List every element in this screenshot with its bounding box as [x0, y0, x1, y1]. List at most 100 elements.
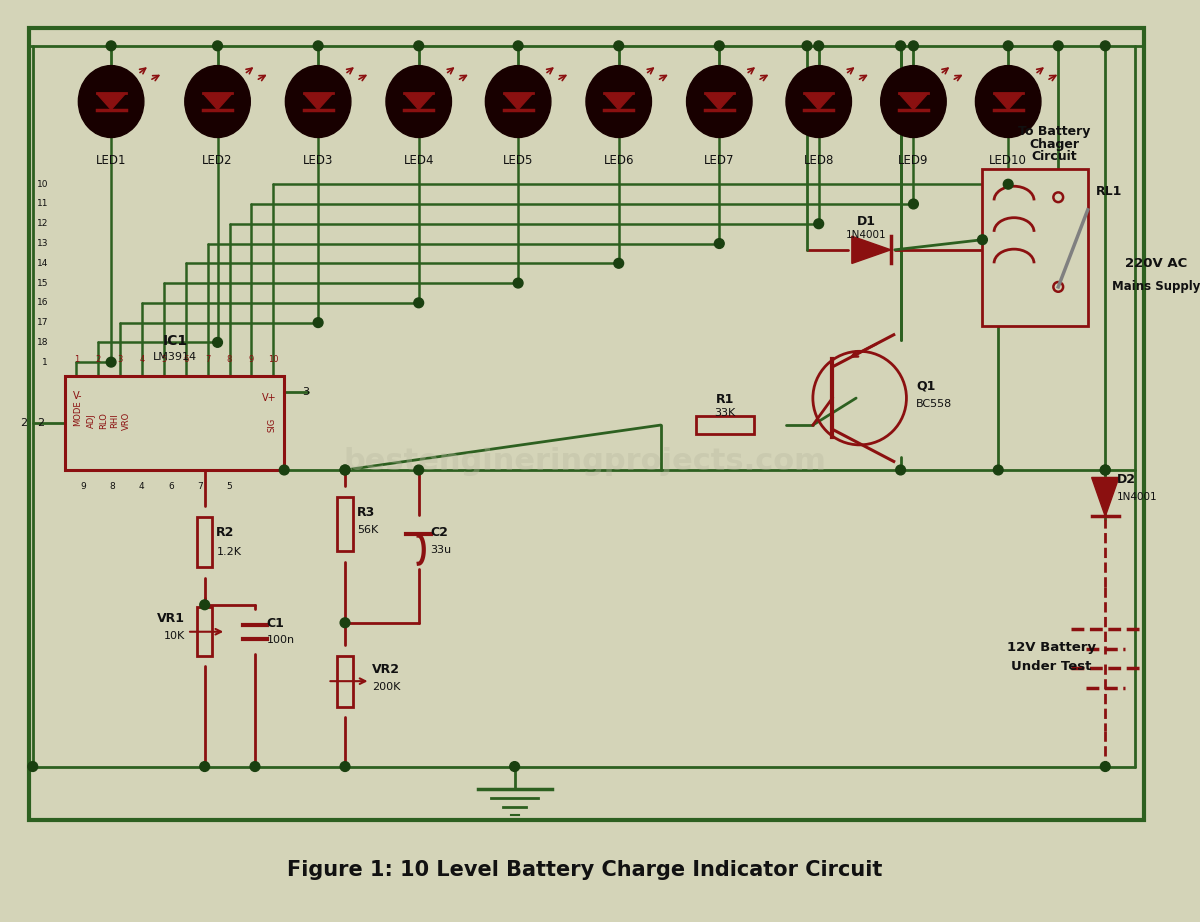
Text: 33u: 33u	[431, 545, 451, 555]
Circle shape	[250, 762, 260, 772]
Text: 3: 3	[118, 355, 122, 364]
Polygon shape	[203, 93, 232, 110]
Circle shape	[107, 41, 116, 51]
Ellipse shape	[485, 65, 551, 137]
Ellipse shape	[881, 65, 947, 137]
Text: 7: 7	[197, 481, 203, 491]
Bar	[197, 516, 212, 567]
Text: 33K: 33K	[714, 408, 736, 419]
Text: 6: 6	[184, 355, 188, 364]
Text: 200K: 200K	[372, 682, 401, 692]
Text: LED9: LED9	[899, 154, 929, 167]
Text: 10: 10	[268, 355, 278, 364]
Circle shape	[414, 298, 424, 308]
Text: 6: 6	[168, 481, 174, 491]
Bar	[197, 608, 212, 656]
Text: LED7: LED7	[704, 154, 734, 167]
Polygon shape	[704, 93, 733, 110]
Polygon shape	[304, 93, 332, 110]
Text: 8: 8	[227, 355, 233, 364]
Text: LED5: LED5	[503, 154, 533, 167]
Text: R3: R3	[356, 505, 374, 519]
Text: VR1: VR1	[157, 611, 185, 624]
Circle shape	[280, 465, 289, 475]
Circle shape	[1054, 41, 1063, 51]
Text: Chager: Chager	[1030, 138, 1080, 151]
Text: To Battery: To Battery	[1019, 124, 1091, 137]
Text: R2: R2	[216, 526, 235, 538]
Bar	[337, 656, 353, 706]
Circle shape	[510, 762, 520, 772]
Circle shape	[895, 465, 906, 475]
Polygon shape	[404, 93, 433, 110]
Polygon shape	[994, 93, 1022, 110]
Circle shape	[200, 762, 210, 772]
Text: 1N4001: 1N4001	[1117, 492, 1158, 502]
Text: bestengineringprojects.com: bestengineringprojects.com	[343, 446, 827, 476]
Circle shape	[514, 41, 523, 51]
Text: ADJ: ADJ	[86, 413, 96, 428]
Polygon shape	[97, 93, 126, 110]
Text: 4: 4	[139, 355, 145, 364]
Circle shape	[908, 41, 918, 51]
Text: 9: 9	[80, 481, 86, 491]
Ellipse shape	[78, 65, 144, 137]
Circle shape	[340, 618, 350, 628]
Text: LED1: LED1	[96, 154, 126, 167]
Ellipse shape	[386, 65, 451, 137]
Text: 9: 9	[248, 355, 254, 364]
Text: 15: 15	[36, 278, 48, 288]
Text: Mains Supply: Mains Supply	[1111, 280, 1200, 293]
Circle shape	[340, 465, 350, 475]
Circle shape	[200, 600, 210, 609]
Text: R1: R1	[716, 393, 734, 406]
Text: 18: 18	[36, 337, 48, 347]
Text: 56K: 56K	[356, 525, 378, 535]
Polygon shape	[504, 93, 533, 110]
Text: Circuit: Circuit	[1032, 150, 1078, 163]
Text: MODE: MODE	[73, 400, 83, 426]
Text: RHI: RHI	[110, 413, 119, 428]
Text: V-: V-	[73, 391, 83, 400]
Text: LED2: LED2	[203, 154, 233, 167]
Text: VRO: VRO	[122, 412, 131, 430]
Ellipse shape	[185, 65, 251, 137]
Text: 1: 1	[74, 355, 79, 364]
Circle shape	[994, 465, 1003, 475]
Text: 5: 5	[227, 481, 232, 491]
Circle shape	[908, 199, 918, 209]
Circle shape	[212, 41, 222, 51]
Text: 8: 8	[109, 481, 115, 491]
Text: Q1: Q1	[916, 380, 936, 393]
Text: 11: 11	[36, 199, 48, 208]
Ellipse shape	[786, 65, 852, 137]
Bar	[983, 169, 1087, 326]
Bar	[696, 416, 755, 434]
Circle shape	[814, 41, 823, 51]
Ellipse shape	[686, 65, 752, 137]
Text: LED8: LED8	[804, 154, 834, 167]
Text: 2: 2	[37, 418, 44, 428]
Circle shape	[714, 239, 724, 248]
Ellipse shape	[976, 65, 1040, 137]
Text: 12: 12	[36, 219, 48, 229]
Text: 100n: 100n	[266, 634, 295, 644]
Text: LED3: LED3	[302, 154, 334, 167]
Circle shape	[414, 465, 424, 475]
Text: 12V Battery: 12V Battery	[1007, 641, 1096, 654]
Text: 7: 7	[205, 355, 210, 364]
Text: 1.2K: 1.2K	[216, 547, 241, 557]
Circle shape	[1100, 465, 1110, 475]
Text: RLO: RLO	[98, 412, 108, 430]
Text: BC558: BC558	[916, 399, 953, 409]
Circle shape	[614, 41, 624, 51]
Text: 1N4001: 1N4001	[846, 230, 887, 240]
Text: 2: 2	[96, 355, 101, 364]
Polygon shape	[1092, 478, 1118, 516]
Text: C1: C1	[266, 618, 284, 631]
Circle shape	[714, 41, 724, 51]
Text: 10: 10	[36, 180, 48, 189]
Text: LM3914: LM3914	[152, 352, 197, 362]
Circle shape	[28, 762, 37, 772]
Text: RL1: RL1	[1096, 185, 1122, 198]
